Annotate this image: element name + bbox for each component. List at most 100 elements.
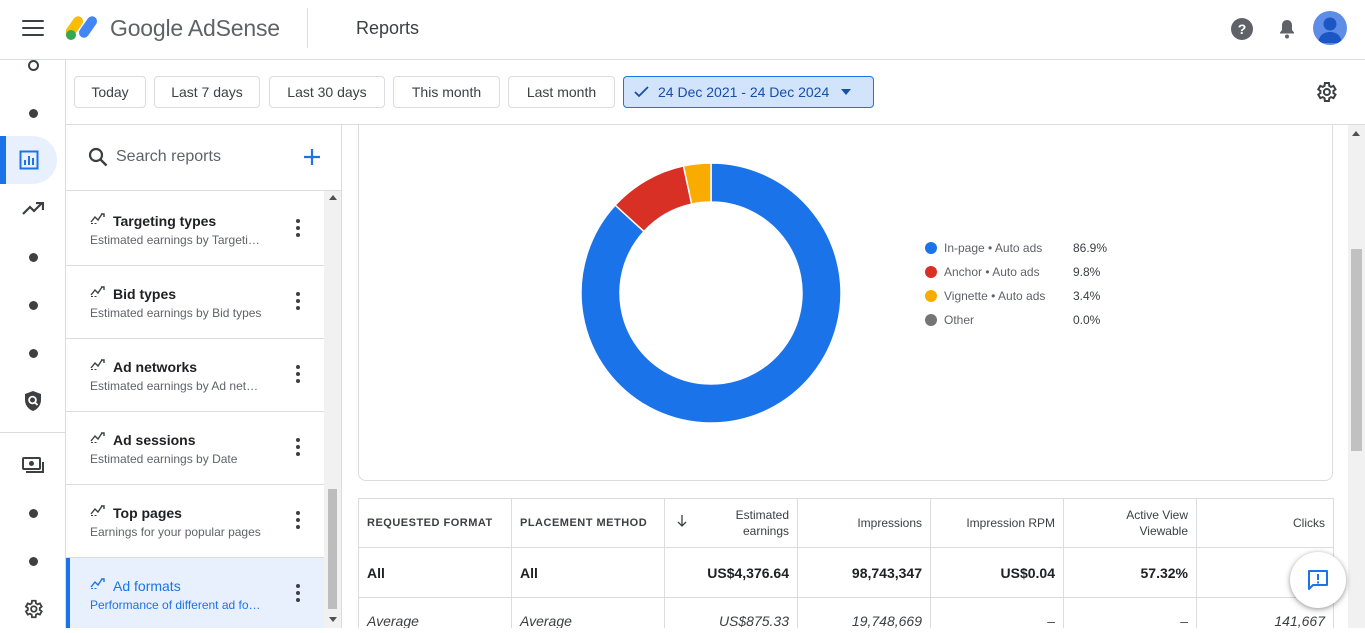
chip-last-month[interactable]: Last month (508, 76, 615, 108)
reports-list: Targeting types Estimated earnings by Ta… (66, 191, 324, 628)
legend-item[interactable]: Other 0.0% (925, 308, 1125, 332)
legend-item[interactable]: In-page • Auto ads 86.9% (925, 236, 1125, 260)
column-header-placement-method[interactable]: PLACEMENT METHOD (511, 498, 665, 548)
list-item-top-pages[interactable]: Top pages Earnings for your popular page… (66, 485, 324, 558)
report-title: Bid types (113, 286, 177, 302)
table-cell: Average (358, 597, 512, 628)
rail-item-9[interactable] (0, 489, 66, 537)
settings-icon (24, 599, 43, 619)
column-header-active-view-viewable[interactable]: Active View Viewable (1063, 498, 1197, 548)
list-item-ad-networks[interactable]: Ad networks Estimated earnings by Ad net… (66, 339, 324, 412)
donut-chart (580, 162, 842, 424)
chip-last-30-days[interactable]: Last 30 days (269, 76, 385, 108)
divider (0, 432, 66, 433)
page-scrollbar[interactable] (1348, 125, 1365, 628)
table-cell: All (358, 547, 512, 598)
chip-today[interactable]: Today (74, 76, 146, 108)
sparkline-icon (90, 359, 105, 370)
more-options-icon[interactable] (296, 584, 300, 602)
scrollbar-thumb[interactable] (328, 489, 337, 609)
date-range-label: 24 Dec 2021 - 24 Dec 2024 (658, 84, 830, 100)
header-label: Estimated earnings (735, 508, 789, 538)
sort-down-arrow-icon[interactable] (677, 515, 687, 527)
column-header-estimated-earnings[interactable]: Estimated earnings (664, 498, 798, 548)
donut-slice-0[interactable] (580, 162, 842, 424)
legend-value: 9.8% (1073, 265, 1101, 279)
rail-item-10[interactable] (0, 537, 66, 585)
header-label: Active View Viewable (1126, 508, 1188, 538)
list-item-ad-sessions[interactable]: Ad sessions Estimated earnings by Date (66, 412, 324, 485)
rail-item-settings[interactable] (0, 585, 66, 633)
notifications-icon[interactable] (1275, 17, 1299, 41)
rail-item-home[interactable] (0, 41, 66, 89)
scrollbar-thumb[interactable] (1351, 249, 1362, 451)
date-range-picker[interactable]: 24 Dec 2021 - 24 Dec 2024 (623, 76, 874, 108)
report-subtitle: Estimated earnings by Bid types (90, 306, 262, 320)
table-cell: US$0.04 (930, 547, 1064, 598)
donut-slice-2[interactable] (682, 162, 712, 205)
table-cell: 98,743,347 (797, 547, 931, 598)
more-options-icon[interactable] (296, 219, 300, 237)
svg-text:?: ? (1238, 21, 1247, 37)
column-header-requested-format[interactable]: REQUESTED FORMAT (358, 498, 512, 548)
more-options-icon[interactable] (296, 511, 300, 529)
list-item-ad-formats[interactable]: Ad formats Performance of different ad f… (66, 558, 324, 628)
chip-this-month[interactable]: This month (393, 76, 500, 108)
report-content: In-page • Auto ads 86.9% Anchor • Auto ads… (342, 125, 1348, 628)
scroll-up-arrow-icon[interactable] (1352, 131, 1360, 136)
settings-gear-icon[interactable] (1314, 80, 1338, 104)
adsense-logo (64, 13, 100, 41)
rail-item-4[interactable] (0, 233, 66, 281)
reports-icon (19, 150, 38, 170)
legend-label: In-page • Auto ads (944, 241, 1043, 255)
rail-item-brand-safety[interactable] (0, 377, 66, 425)
payments-icon (22, 457, 44, 473)
report-title: Targeting types (113, 213, 217, 229)
page-title: Reports (356, 18, 420, 38)
chart-legend: In-page • Auto ads 86.9% Anchor • Auto ads… (925, 236, 1125, 332)
column-header-clicks[interactable]: Clicks (1196, 498, 1334, 548)
report-subtitle: Performance of different ad formats (90, 598, 262, 612)
account-avatar[interactable] (1313, 11, 1347, 45)
rail-item-optimization[interactable] (0, 185, 66, 233)
column-header-impressions[interactable]: Impressions (797, 498, 931, 548)
table-header-row: REQUESTED FORMAT PLACEMENT METHOD Estima… (358, 498, 1334, 548)
table-cell: Average (511, 597, 665, 628)
legend-swatch (925, 290, 937, 302)
legend-label: Other (944, 313, 975, 327)
legend-value: 0.0% (1073, 313, 1101, 327)
list-item-bid-types[interactable]: Bid types Estimated earnings by Bid type… (66, 266, 324, 339)
rail-item-6[interactable] (0, 329, 66, 377)
scroll-down-arrow-icon[interactable] (329, 617, 337, 622)
chip-last-7-days[interactable]: Last 7 days (154, 76, 260, 108)
scroll-up-arrow-icon[interactable] (329, 195, 337, 200)
feedback-button[interactable] (1290, 552, 1346, 608)
rail-item-5[interactable] (0, 281, 66, 329)
help-icon[interactable]: ? (1230, 17, 1254, 41)
list-item-targeting-types[interactable]: Targeting types Estimated earnings by Ta… (66, 193, 324, 266)
top-app-bar: Google AdSense Reports ? (0, 0, 1365, 60)
report-subtitle: Earnings for your popular pages (90, 525, 261, 539)
feedback-icon (1308, 570, 1328, 590)
column-header-impression-rpm[interactable]: Impression RPM (930, 498, 1064, 548)
more-options-icon[interactable] (296, 292, 300, 310)
report-subtitle: Estimated earnings by Ad networks (90, 379, 262, 393)
reports-list-scrollbar[interactable] (324, 191, 341, 628)
legend-value: 3.4% (1073, 289, 1101, 303)
rail-item-payments[interactable] (0, 441, 66, 489)
more-options-icon[interactable] (296, 438, 300, 456)
menu-icon[interactable] (22, 20, 44, 38)
table-cell: All (511, 547, 665, 598)
rail-item-sites[interactable] (0, 89, 66, 137)
rail-item-reports[interactable] (0, 136, 57, 184)
search-reports-input[interactable] (116, 145, 296, 169)
table-cell: – (1063, 597, 1197, 628)
sparkline-icon (90, 432, 105, 443)
legend-item[interactable]: Anchor • Auto ads 9.8% (925, 260, 1125, 284)
report-title: Ad networks (113, 359, 198, 375)
circle-icon (27, 59, 39, 71)
legend-item[interactable]: Vignette • Auto ads 3.4% (925, 284, 1125, 308)
more-options-icon[interactable] (296, 365, 300, 383)
shield-search-icon (25, 391, 41, 411)
add-report-icon[interactable] (302, 147, 322, 167)
